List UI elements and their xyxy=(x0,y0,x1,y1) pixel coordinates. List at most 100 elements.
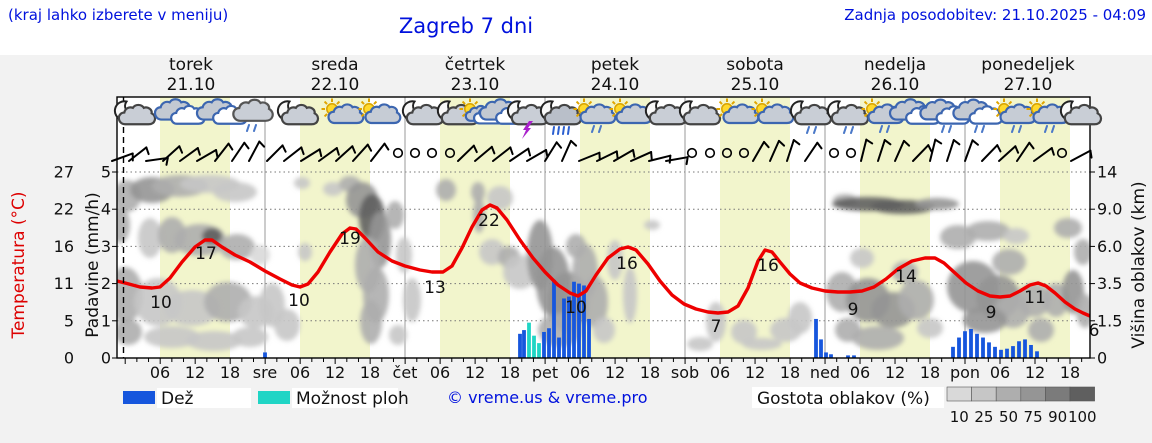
drizzle-mark xyxy=(253,124,257,132)
moon-cloud-icon xyxy=(276,100,320,126)
cloud-blob xyxy=(992,249,1026,275)
cloud-legend-label: Gostota oblakov (%) xyxy=(757,389,930,409)
wind-barb-icon xyxy=(894,139,911,162)
calm-wind-icon xyxy=(444,147,456,159)
precip-tick-label: 1 xyxy=(101,311,111,330)
time-tick-label: 18 xyxy=(220,363,240,382)
rain-bar xyxy=(957,337,961,358)
cloud-blob xyxy=(117,319,142,345)
cloud-blob xyxy=(403,278,421,322)
time-tick-label: 12 xyxy=(745,363,765,382)
shower-legend-label: Možnost ploh xyxy=(296,389,409,409)
temp-tick-label: 5 xyxy=(64,311,74,330)
time-tick-label: 12 xyxy=(465,363,485,382)
cloud-blob xyxy=(593,317,615,343)
precip-tick-label: 4 xyxy=(101,200,111,219)
drizzle-mark xyxy=(246,124,250,132)
rain-bar xyxy=(1011,346,1015,358)
time-tick-label: 06 xyxy=(850,363,870,382)
cloud-blob xyxy=(138,218,162,258)
drizzle-mark xyxy=(843,126,847,134)
wind-barb-icon xyxy=(964,139,979,162)
cloud-height-axis-label: Višina oblakov (km) xyxy=(1129,181,1149,348)
wind-barb-icon xyxy=(248,140,266,162)
wind-barb-icon xyxy=(318,147,340,162)
wind-barb-icon xyxy=(769,139,786,162)
cloud-scale-step xyxy=(1020,386,1046,402)
wind-barb-icon xyxy=(981,144,1002,162)
wind-barb-icon xyxy=(613,149,636,162)
cloud-blob xyxy=(471,182,485,202)
moon-cloud-icon xyxy=(1059,100,1103,126)
time-tick-label: sob xyxy=(671,363,699,382)
drizzle-mark xyxy=(1044,125,1048,133)
time-tick-label: 12 xyxy=(885,363,905,382)
cloud-shape xyxy=(327,103,365,125)
time-tick-label: 18 xyxy=(640,363,660,382)
rain-bar xyxy=(999,349,1003,358)
daylight-band xyxy=(300,97,370,358)
cloud-blob xyxy=(915,198,959,210)
temperature-label: 13 xyxy=(424,278,446,298)
cloud-blob xyxy=(892,261,918,283)
cloud-shape xyxy=(830,103,870,126)
cloud-blob xyxy=(963,307,1007,333)
day-date: 24.10 xyxy=(591,75,640,95)
rain-bar xyxy=(562,298,566,358)
temp-tick-label: 27 xyxy=(54,163,74,182)
cloud-scale-value: 50 xyxy=(999,408,1018,426)
temperature-label: 7 xyxy=(711,317,722,337)
rain-bar xyxy=(1017,341,1021,358)
precip-tick-label: 0 xyxy=(101,349,111,368)
temperature-label: 17 xyxy=(195,244,217,264)
cloud-blob xyxy=(566,234,586,258)
rain-mark xyxy=(562,126,565,135)
wind-barb-icon xyxy=(1016,141,1035,162)
daylight-band xyxy=(720,97,790,358)
cloud-density-scale: 10 25 50 75 90 100 xyxy=(946,386,1097,426)
rain-bar xyxy=(993,346,997,358)
rain-bar xyxy=(1005,348,1009,358)
cloud-blob xyxy=(298,243,312,261)
time-tick-label: 06 xyxy=(290,363,310,382)
wind-barb-icon xyxy=(231,141,250,162)
cloud-shape xyxy=(232,98,274,122)
shower-label-box xyxy=(292,388,398,408)
day-date: 21.10 xyxy=(167,75,216,95)
drizzle-mark xyxy=(1011,125,1015,133)
wind-barb-icon xyxy=(752,140,770,162)
time-tick-label: pon xyxy=(950,363,980,382)
wind-barb-icon xyxy=(457,144,478,162)
cloud-blob xyxy=(213,182,257,202)
drizzle-mark xyxy=(886,125,890,133)
rain-bar xyxy=(981,337,985,358)
time-tick-label: 06 xyxy=(570,363,590,382)
time-tick-label: 06 xyxy=(990,363,1010,382)
time-tick-label: 18 xyxy=(500,363,520,382)
rain-bar xyxy=(975,333,979,358)
wind-barb-icon xyxy=(860,138,874,162)
cloud-blob xyxy=(1017,283,1051,317)
rain-bar xyxy=(963,331,967,358)
drizzle-mark xyxy=(1018,125,1022,133)
wind-barb-icon xyxy=(300,148,323,162)
wind-barb-icon xyxy=(128,146,150,162)
cloud-blob xyxy=(232,327,268,347)
cloud-blob xyxy=(898,280,934,320)
temperature-label: 14 xyxy=(895,267,917,287)
temperature-label: 22 xyxy=(478,211,500,231)
cloud-shape xyxy=(682,103,722,126)
calm-wind-icon xyxy=(1056,147,1068,159)
cloud-blob xyxy=(1076,294,1090,328)
rain-bar xyxy=(552,279,556,358)
location-hint: (kraj lahko izberete v meniju) xyxy=(8,6,228,24)
day-date: 25.10 xyxy=(731,75,780,95)
cloud-blob xyxy=(644,220,660,230)
wind-barb-icon xyxy=(561,139,578,162)
rain-bar xyxy=(587,318,591,358)
cloud-blob xyxy=(487,186,513,210)
rain-bar xyxy=(846,355,850,358)
day-name: sreda xyxy=(311,55,358,75)
temperature-curve xyxy=(117,203,1090,318)
